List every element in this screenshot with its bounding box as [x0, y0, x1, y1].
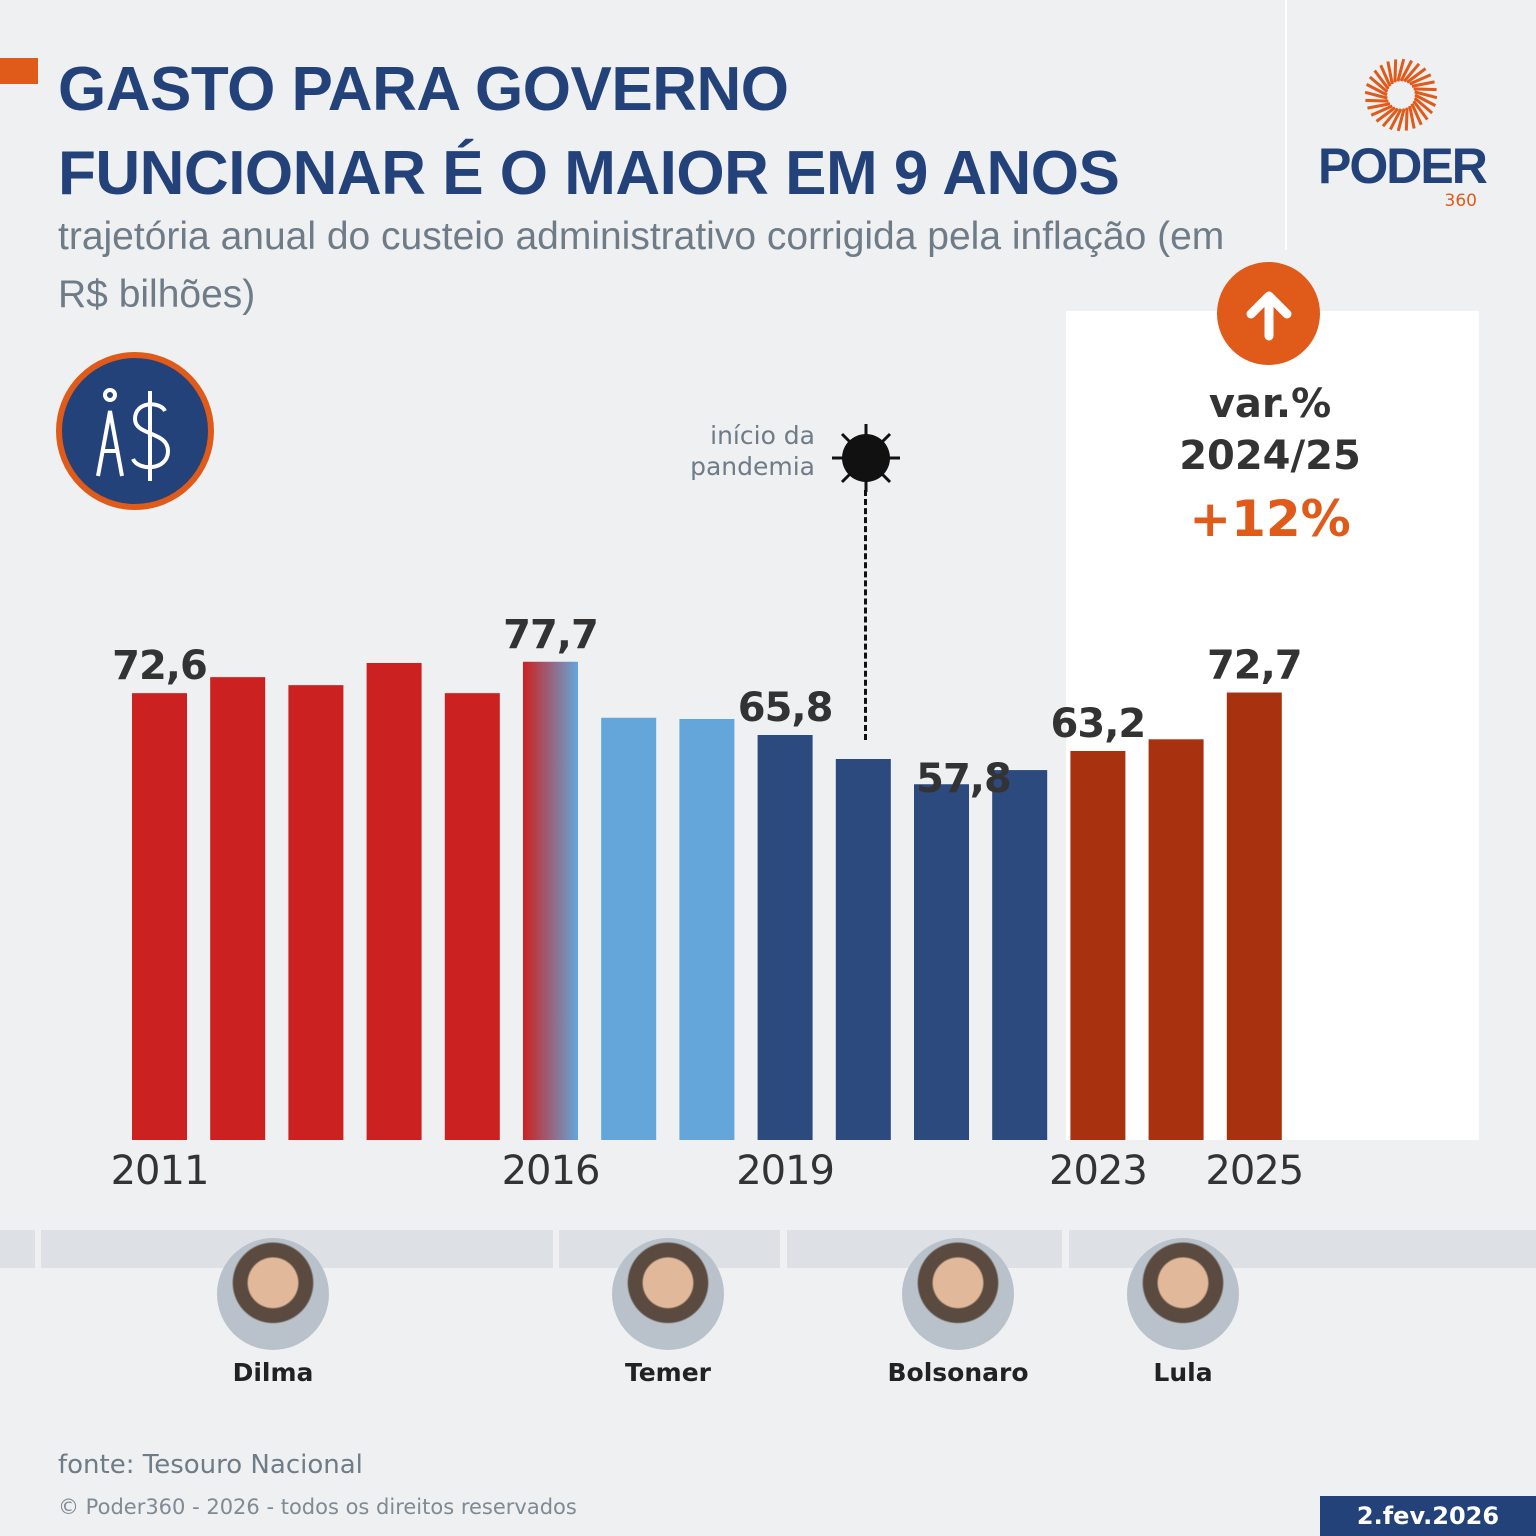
money-icon — [56, 352, 214, 510]
virus-icon — [832, 424, 900, 492]
x-tick-2016: 2016 — [502, 1148, 600, 1194]
data-label-2025: 72,7 — [1207, 643, 1302, 689]
bar-2025 — [1226, 692, 1282, 1140]
annotation-line1: início da — [710, 421, 815, 450]
sun-ray — [1413, 96, 1433, 115]
sun-ray — [1410, 103, 1423, 126]
sun-ray — [1413, 90, 1437, 100]
variation-label-line2: 2024/25 — [1179, 433, 1361, 479]
timeline-band — [0, 1230, 35, 1268]
data-label-2011: 72,6 — [112, 643, 207, 689]
sun-ray — [1396, 108, 1406, 132]
bar-2024 — [1148, 739, 1204, 1140]
data-label-2016: 77,7 — [503, 612, 598, 658]
sun-ray — [1392, 59, 1397, 83]
bar-2013 — [288, 685, 344, 1140]
sun-ray — [1413, 93, 1436, 107]
copyright: © Poder360 - 2026 - todos os direitos re… — [58, 1495, 577, 1519]
bar-2022 — [992, 770, 1048, 1140]
bar-2018 — [679, 718, 735, 1140]
sun-ray — [1388, 108, 1402, 131]
sun-ray — [1364, 90, 1388, 100]
bar-2012 — [210, 677, 266, 1140]
sun-ray — [1395, 58, 1405, 82]
bar-chart: 72,6 77,7 65,8 57,8 63,2 72,7 2011 2016 2019 2023… — [111, 612, 1305, 1194]
bar-2011 — [132, 693, 187, 1140]
data-label-2021: 57,8 — [916, 756, 1011, 802]
bar-2019 — [757, 735, 813, 1140]
title-line-1: GASTO PARA GOVERNO — [58, 55, 789, 124]
logo-number: 360 — [1444, 191, 1477, 211]
sun-ray — [1378, 64, 1391, 87]
president-bolsonaro: Bolsonaro — [887, 1238, 1029, 1387]
variation-value: +12% — [1189, 490, 1351, 548]
sun-logo-icon — [1364, 58, 1437, 132]
president-lula: Lula — [1127, 1238, 1239, 1387]
president-temer: Temer — [612, 1238, 724, 1387]
sun-ray — [1375, 106, 1396, 123]
avatar — [612, 1238, 724, 1350]
sun-ray — [1399, 59, 1413, 82]
sun-ray — [1411, 100, 1429, 121]
data-label-2019: 65,8 — [738, 685, 833, 731]
bar-2015 — [444, 693, 500, 1140]
sun-ray — [1368, 75, 1388, 94]
sun-ray — [1411, 80, 1435, 88]
title-accent — [0, 58, 38, 84]
x-tick-2019: 2019 — [736, 1148, 834, 1194]
president-name: Lula — [1153, 1358, 1213, 1387]
annotation-line2: pandemia — [690, 452, 815, 481]
sun-ray — [1381, 107, 1399, 128]
source-note: fonte: Tesouro Nacional — [58, 1450, 363, 1480]
sun-ray — [1365, 83, 1388, 97]
poder360-logo: PODER 360 — [1318, 55, 1488, 211]
x-tick-2025: 2025 — [1205, 1148, 1303, 1194]
publish-date: 2.fev.2026 — [1320, 1496, 1536, 1536]
sun-ray — [1385, 61, 1394, 85]
sun-ray — [1372, 69, 1390, 90]
pandemic-marker-line — [864, 490, 867, 740]
title-line-2: FUNCIONAR É O MAIOR EM 9 ANOS — [58, 139, 1120, 208]
bar-2021 — [914, 784, 969, 1140]
variation-label: var.% 2024/25 — [1140, 378, 1400, 482]
pandemic-annotation: início da pandemia — [640, 420, 815, 482]
bar-2014 — [366, 662, 422, 1140]
data-label-2023: 63,2 — [1051, 701, 1146, 747]
bar-2023 — [1070, 751, 1126, 1140]
sun-ray — [1413, 87, 1437, 92]
president-name: Bolsonaro — [887, 1358, 1029, 1387]
sun-ray — [1407, 105, 1416, 129]
bar-2016 — [523, 661, 578, 1140]
avatar — [1127, 1238, 1239, 1350]
chart-subtitle: trajetória anual do custeio administrati… — [58, 215, 1225, 316]
x-tick-2011: 2011 — [111, 1148, 209, 1194]
x-tick-2023: 2023 — [1049, 1148, 1147, 1194]
sun-ray — [1366, 102, 1390, 110]
president-dilma: Dilma — [217, 1238, 329, 1387]
logo-word: PODER — [1318, 138, 1488, 194]
sun-ray — [1408, 73, 1431, 86]
president-name: Temer — [624, 1358, 712, 1387]
divider — [1285, 0, 1287, 250]
sun-ray — [1364, 98, 1388, 103]
chart-title: GASTO PARA GOVERNO FUNCIONAR É O MAIOR E… — [58, 48, 1268, 216]
bar-2020 — [835, 759, 891, 1140]
avatar — [902, 1238, 1014, 1350]
sun-ray — [1404, 107, 1409, 131]
avatar — [217, 1238, 329, 1350]
bar-2017 — [601, 717, 657, 1140]
sun-ray — [1370, 104, 1393, 117]
arrow-up-icon — [1217, 262, 1320, 365]
variation-label-line1: var.% — [1208, 381, 1332, 427]
sun-ray — [1405, 67, 1426, 84]
sun-ray — [1402, 62, 1420, 83]
president-name: Dilma — [232, 1358, 314, 1387]
